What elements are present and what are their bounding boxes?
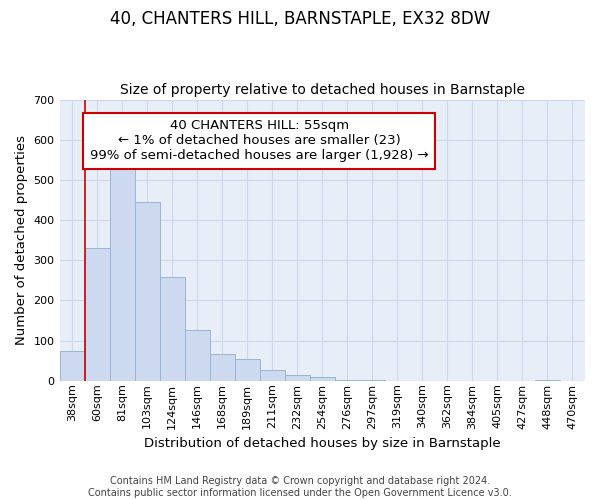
Text: 40, CHANTERS HILL, BARNSTAPLE, EX32 8DW: 40, CHANTERS HILL, BARNSTAPLE, EX32 8DW (110, 10, 490, 28)
X-axis label: Distribution of detached houses by size in Barnstaple: Distribution of detached houses by size … (144, 437, 500, 450)
Title: Size of property relative to detached houses in Barnstaple: Size of property relative to detached ho… (120, 83, 525, 97)
Bar (110, 156, 134, 381)
Bar (335, 380, 360, 381)
Bar (209, 354, 235, 381)
Bar (185, 330, 209, 381)
Bar (310, 376, 335, 381)
Bar (85, 248, 110, 381)
Bar (160, 277, 185, 381)
Bar (134, 202, 160, 381)
Bar (285, 374, 310, 381)
Bar (360, 380, 385, 381)
Text: 40 CHANTERS HILL: 55sqm
← 1% of detached houses are smaller (23)
99% of semi-det: 40 CHANTERS HILL: 55sqm ← 1% of detached… (90, 119, 428, 162)
Bar (260, 370, 285, 381)
Bar (59, 350, 85, 381)
Bar (535, 380, 560, 381)
Text: Contains HM Land Registry data © Crown copyright and database right 2024.
Contai: Contains HM Land Registry data © Crown c… (88, 476, 512, 498)
Y-axis label: Number of detached properties: Number of detached properties (15, 135, 28, 345)
Bar (235, 360, 260, 381)
